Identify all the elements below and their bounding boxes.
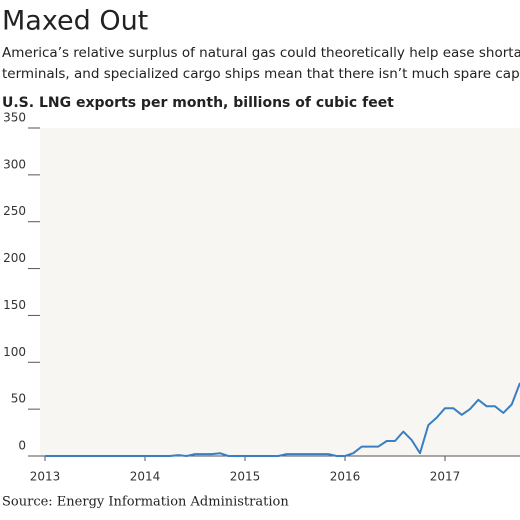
source: Source: Energy Information Administratio… [2,495,289,510]
y-tick-label: 100 [3,345,26,359]
subtitle: America’s relative surplus of natural ga… [2,45,520,61]
y-tick-label: 50 [11,392,26,406]
x-tick-label: 2016 [330,470,361,484]
chart-title: Maxed Out [2,6,148,37]
data-line [45,382,520,457]
plot-background [40,128,520,456]
x-tick-label: 2013 [30,470,61,484]
x-tick-label: 2014 [130,470,161,484]
x-tick-label: 2017 [430,470,461,484]
y-tick-label: 250 [3,204,26,218]
subtitle: terminals, and specialized cargo ships m… [2,66,520,82]
y-tick-label: 350 [3,111,26,125]
y-tick-label: 150 [3,298,26,312]
chart-label: U.S. LNG exports per month, billions of … [2,95,394,111]
y-tick-label: 300 [3,157,26,171]
x-tick-label: 2015 [230,470,261,484]
y-tick-label: 0 [18,439,26,453]
y-tick-label: 200 [3,251,26,265]
